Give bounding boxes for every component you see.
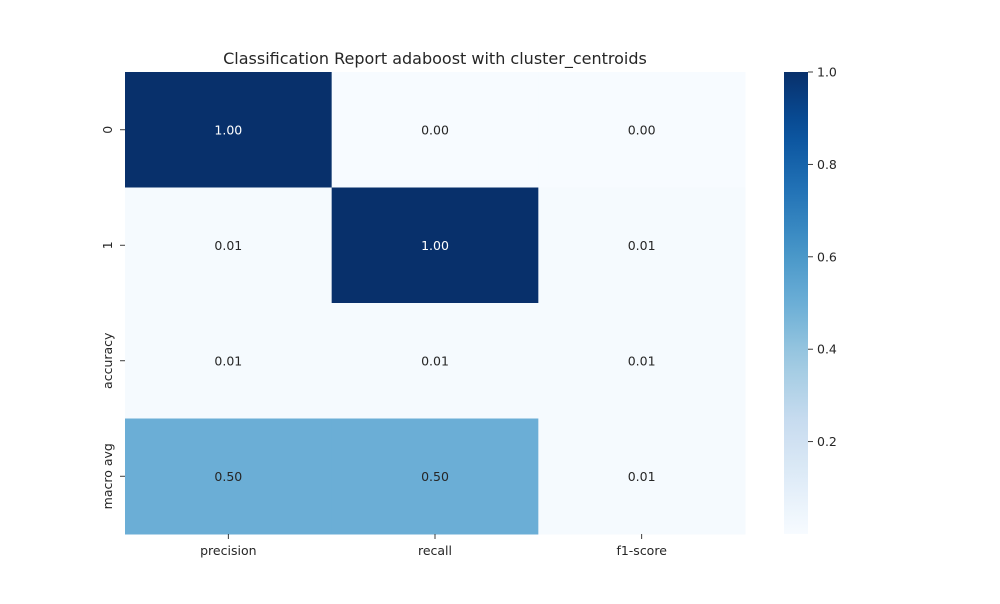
colorbar-tick-label-2: 0.6 [817,249,837,264]
y-tick-label-3: macro avg [100,443,115,509]
x-tick-label-1: recall [418,543,452,558]
heatmap-cell-3-2 [538,418,746,535]
cell-annotation-3-0: 0.50 [214,469,242,484]
cell-annotation-0-2: 0.00 [628,122,656,137]
cell-annotation-3-2: 0.01 [628,469,656,484]
cell-annotation-2-0: 0.01 [214,353,242,368]
heatmap-annotations: 1.00 0.00 0.00 0.01 1.00 0.01 0.01 0.01 0.01 0.50… [214,122,655,484]
colorbar-tick-label-1: 0.4 [817,342,837,357]
heatmap-cell-2-1 [331,303,539,419]
chart-title: Classification Report adaboost with clus… [223,49,647,69]
y-axis-ticks: 0 1 accuracy macro avg [100,126,125,509]
colorbar-tick-label-4: 1.0 [817,65,837,80]
cell-annotation-3-1: 0.50 [421,469,449,484]
heatmap-cell-0-1 [331,72,539,188]
cell-annotation-1-2: 0.01 [628,238,656,253]
heatmap-cell-0-2 [538,72,746,188]
cell-annotation-1-1: 1.00 [421,238,449,253]
x-tick-label-2: f1-score [616,543,667,558]
cell-annotation-0-1: 0.00 [421,122,449,137]
heatmap-cell-3-1 [331,418,539,535]
heatmap-cell-1-0 [125,187,333,304]
heatmap-cell-2-0 [125,303,333,419]
colorbar [784,72,808,534]
cell-annotation-0-0: 1.00 [214,122,242,137]
y-tick-label-1: 1 [100,241,115,249]
heatmap-cell-2-2 [538,303,746,419]
colorbar-ticks: 0.2 0.4 0.6 0.8 1.0 [808,65,837,449]
y-tick-label-0: 0 [100,126,115,134]
cell-annotation-2-2: 0.01 [628,353,656,368]
colorbar-tick-label-0: 0.2 [817,434,837,449]
cell-annotation-1-0: 0.01 [214,238,242,253]
heatmap-cell-3-0 [125,418,333,535]
x-tick-label-0: precision [200,543,256,558]
heatmap-cells [125,72,746,535]
y-tick-label-2: accuracy [100,332,115,389]
cell-annotation-2-1: 0.01 [421,353,449,368]
x-axis-ticks: precision recall f1-score [200,534,667,558]
colorbar-tick-label-3: 0.8 [817,157,837,172]
heatmap-cell-1-2 [538,187,746,304]
heatmap-cell-0-0 [125,72,333,188]
heatmap-cell-1-1 [331,187,539,304]
